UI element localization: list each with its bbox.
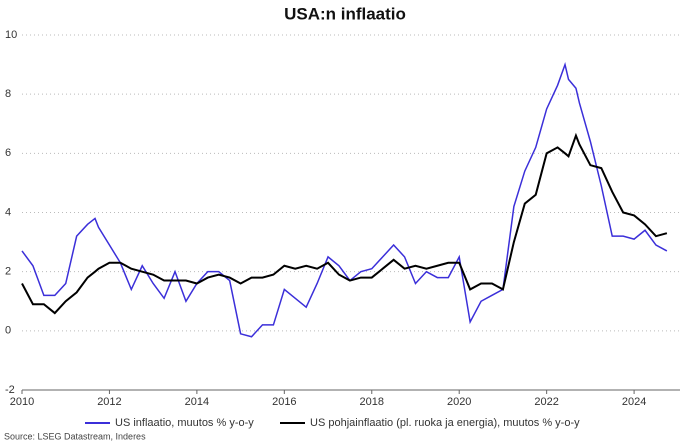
x-tick-label: 2014 [185, 396, 209, 408]
legend-label: US pohjainflaatio (pl. ruoka ja energia)… [310, 417, 580, 429]
y-tick-label: -2 [5, 384, 15, 396]
y-tick-label: 0 [5, 325, 11, 337]
series-line [21, 132, 668, 315]
x-tick-label: 2012 [97, 396, 121, 408]
legend-label: US inflaatio, muutos % y-o-y [115, 417, 254, 429]
y-tick-label: 6 [5, 147, 11, 159]
chart-title: USA:n inflaatio [284, 4, 406, 23]
x-tick-label: 2022 [534, 396, 558, 408]
y-tick-label: 4 [5, 206, 11, 218]
x-tick-label: 2010 [10, 396, 34, 408]
y-tick-label: 8 [5, 88, 11, 100]
y-tick-label: 10 [5, 29, 17, 41]
x-tick-label: 2018 [360, 396, 384, 408]
series-line [21, 61, 668, 338]
x-tick-label: 2020 [447, 396, 471, 408]
x-tick-label: 2016 [272, 396, 296, 408]
x-tick-label: 2024 [622, 396, 646, 408]
source: Source: LSEG Datastream, Inderes [4, 431, 146, 441]
y-tick-label: 2 [5, 266, 11, 278]
